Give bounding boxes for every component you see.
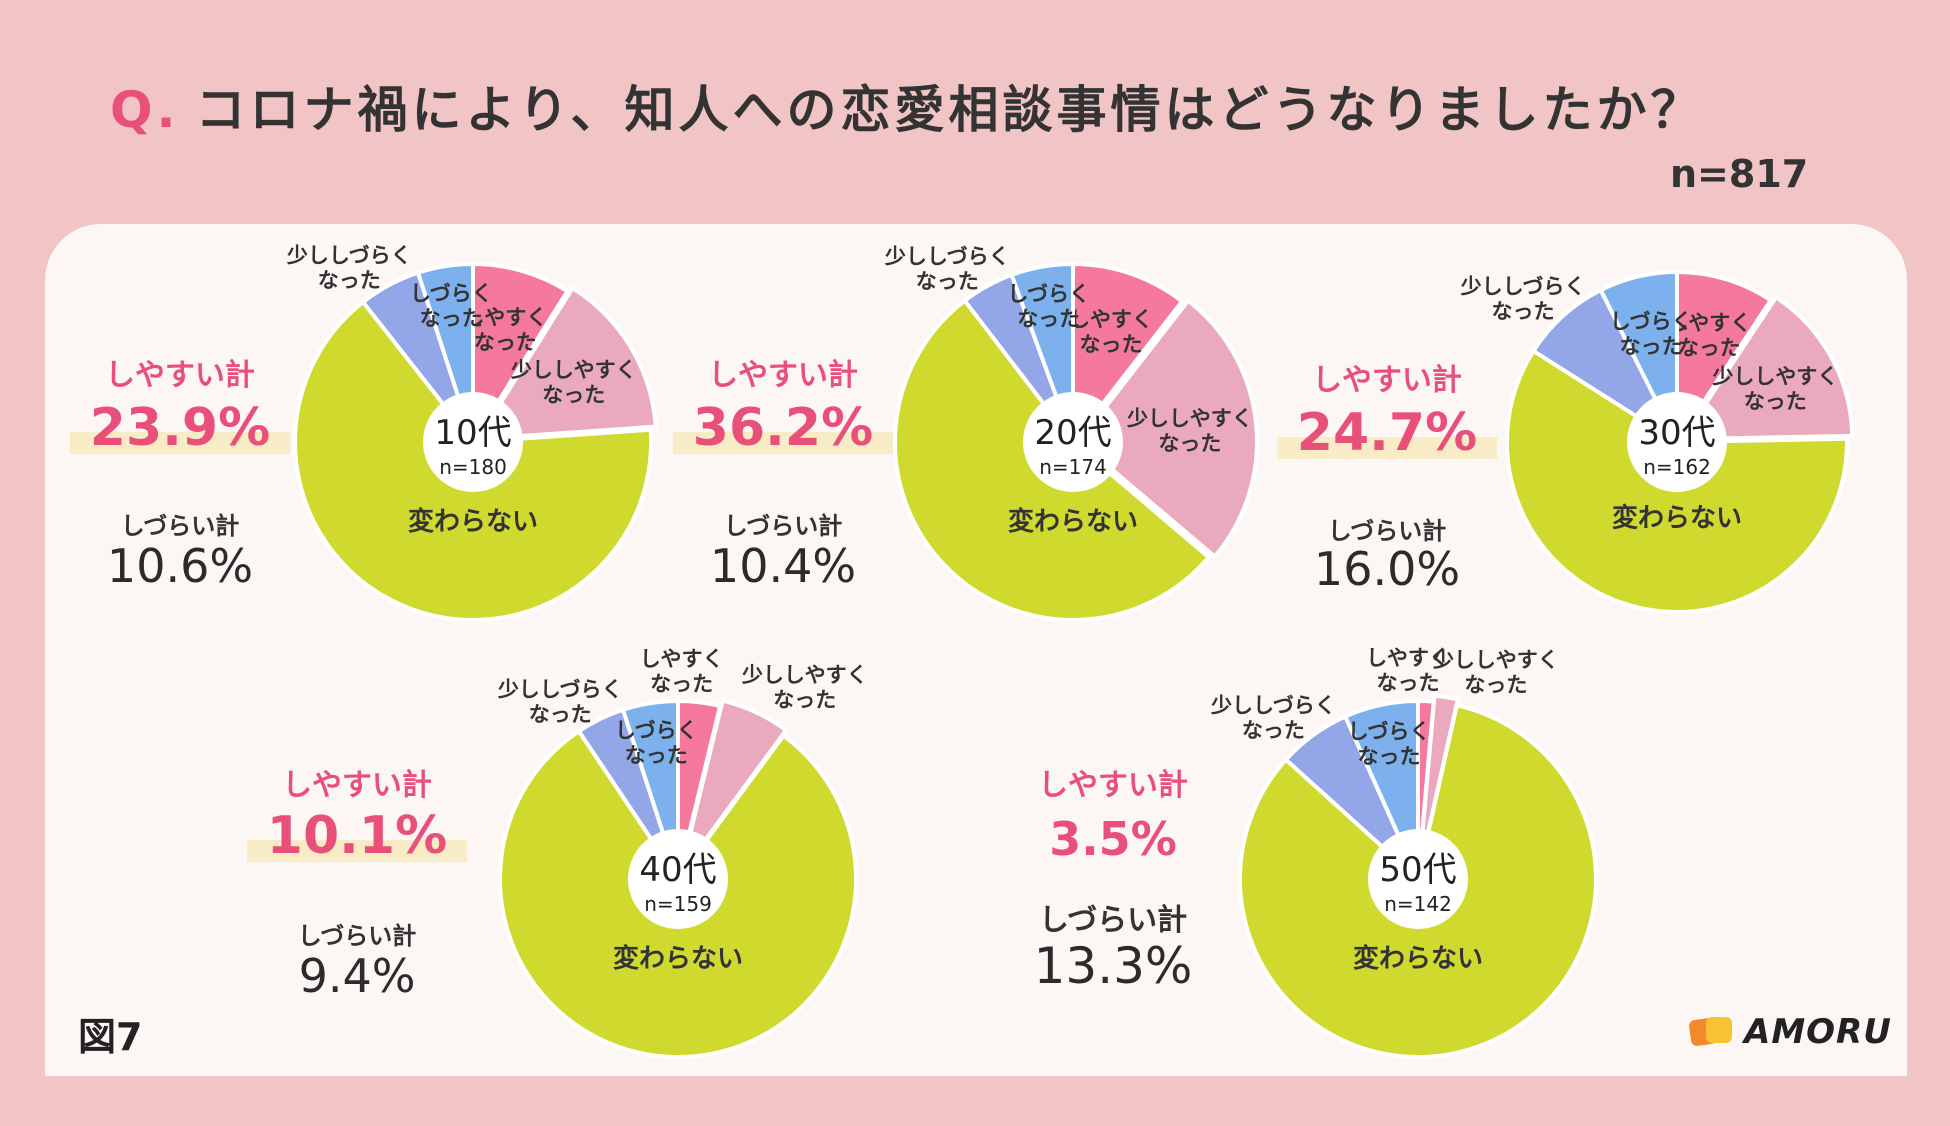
slice-label-0-0: しやすくなった: [464, 306, 548, 355]
hard-total-label-1: しづらい計: [723, 512, 843, 540]
hard-total-value-1: 10.4%: [709, 539, 857, 593]
pie-center-n-2: n=162: [1643, 455, 1711, 479]
pie-center-n-1: n=174: [1039, 455, 1107, 479]
brand-name: AMORU: [1744, 1012, 1892, 1052]
slice-label-4-2: 変わらない: [1353, 943, 1483, 974]
easy-total-value-4: 3.5%: [1049, 812, 1177, 866]
total-sample-size: n=817: [1670, 152, 1809, 196]
hard-total-label-3: しづらい計: [297, 922, 417, 950]
slice-label-3-0: しやすくなった: [640, 647, 724, 696]
easy-total-label-3: しやすい計: [282, 768, 432, 803]
pie-center-title-0: 10代: [434, 413, 511, 453]
slice-label-4-3: 少ししづらくなった: [1210, 693, 1336, 742]
hard-total-label-0: しづらい計: [120, 512, 240, 540]
pie-slice-0-1: [474, 285, 658, 442]
hard-total-label-2: しづらい計: [1327, 517, 1447, 545]
slice-label-0-2: 変わらない: [408, 506, 538, 537]
pie-center-title-3: 40代: [639, 850, 716, 890]
slice-label-1-4: しづらくなった: [1007, 282, 1090, 331]
slice-label-4-4: しづらくなった: [1348, 720, 1431, 769]
pie-center-title-1: 20代: [1034, 413, 1111, 453]
slice-label-2-4: しづらくなった: [1610, 309, 1693, 358]
pie-center-title-4: 50代: [1379, 850, 1456, 890]
slice-label-2-1: 少ししやすくなった: [1711, 364, 1838, 413]
hard-total-value-2: 16.0%: [1313, 542, 1461, 596]
slice-label-2-0: しやすくなった: [1667, 311, 1751, 360]
pie-slice-3-1: [678, 698, 789, 875]
hard-total-label-4: しづらい計: [1038, 903, 1188, 938]
slice-label-4-1: 少ししやすくなった: [1432, 648, 1559, 697]
slice-label-0-3: 少ししづらくなった: [286, 243, 412, 292]
pie-center-title-2: 30代: [1638, 413, 1715, 453]
hard-total-value-0: 10.6%: [106, 539, 254, 593]
easy-total-label-1: しやすい計: [708, 358, 858, 393]
pie-slice-1-1: [1076, 297, 1259, 560]
easy-total-value-2: 24.7%: [1237, 403, 1537, 463]
pie-center-n-0: n=180: [439, 455, 507, 479]
slice-label-1-1: 少ししやすくなった: [1126, 406, 1253, 455]
slice-label-2-3: 少ししづらくなった: [1460, 274, 1586, 323]
slice-label-3-2: 変わらない: [613, 943, 743, 974]
easy-total-value-1: 36.2%: [633, 398, 933, 458]
hard-total-value-4: 13.3%: [1033, 937, 1193, 995]
slice-label-3-1: 少ししやすくなった: [741, 663, 868, 712]
figure-label: 図7: [78, 1015, 143, 1059]
slice-label-0-1: 少ししやすくなった: [510, 358, 637, 407]
slice-label-0-4: しづらくなった: [410, 281, 493, 330]
easy-total-label-4: しやすい計: [1038, 768, 1188, 803]
slice-label-3-4: しづらくなった: [615, 718, 698, 767]
question-title: Q. コロナ禍により、知人への恋愛相談事情はどうなりましたか？: [110, 70, 1705, 142]
pie-slice-2-1: [1678, 294, 1855, 442]
brand-logo: AMORU: [1688, 1012, 1892, 1052]
slice-label-1-2: 変わらない: [1008, 506, 1138, 537]
hard-total-value-3: 9.4%: [298, 949, 416, 1003]
slice-label-4-0: しやすくなった: [1366, 646, 1450, 695]
pie-center-n-3: n=159: [644, 892, 712, 916]
easy-total-label-2: しやすい計: [1312, 363, 1462, 398]
easy-total-value-3: 10.1%: [207, 806, 507, 866]
q-mark: Q.: [110, 81, 180, 139]
question-text: コロナ禍により、知人への恋愛相談事情はどうなりましたか？: [195, 81, 1705, 139]
easy-total-label-0: しやすい計: [105, 358, 255, 393]
easy-total-value-0: 23.9%: [30, 398, 330, 458]
slice-label-3-3: 少ししづらくなった: [497, 677, 623, 726]
amoru-logo-icon: [1688, 1015, 1734, 1049]
pie-center-n-4: n=142: [1384, 892, 1452, 916]
slice-label-1-0: しやすくなった: [1069, 307, 1153, 356]
slice-label-2-2: 変わらない: [1612, 503, 1742, 534]
slice-label-1-3: 少ししづらくなった: [884, 245, 1010, 294]
pie-slice-1-0: [1071, 261, 1185, 448]
